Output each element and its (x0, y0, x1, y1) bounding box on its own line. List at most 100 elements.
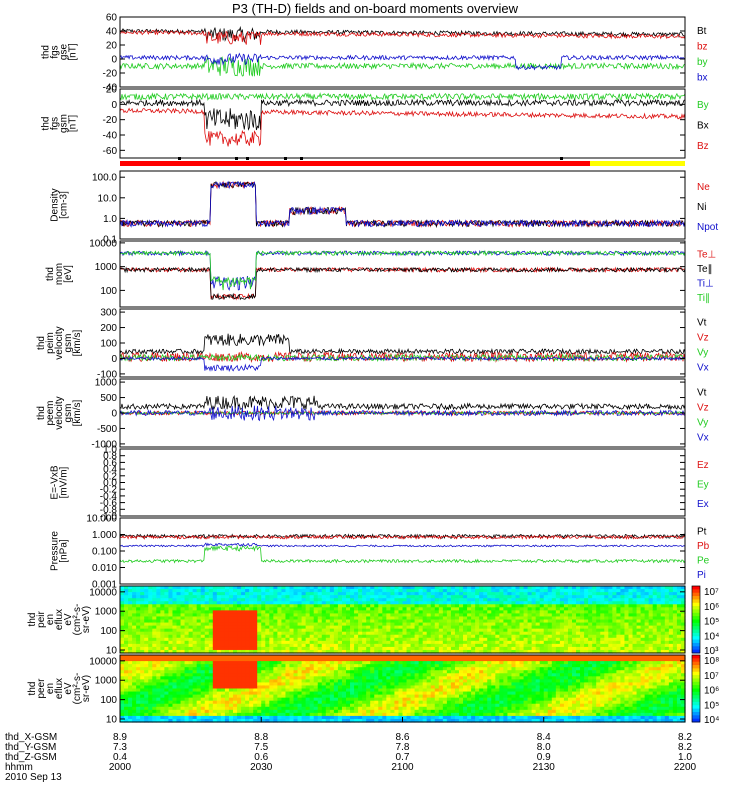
heatmap-cell (132, 658, 137, 662)
heatmap-cell (503, 613, 509, 618)
heatmap-cell (652, 625, 658, 630)
heatmap-cell (576, 604, 581, 608)
heatmap-cell (305, 679, 311, 684)
heatmap-cell (305, 640, 311, 645)
heatmap-cell (120, 685, 125, 690)
heatmap-cell (261, 658, 266, 662)
heatmap-cell (281, 592, 287, 596)
heatmap-cell (358, 673, 363, 677)
heatmap-cell (224, 607, 230, 611)
heatmap-cell (648, 640, 654, 645)
heatmap-cell (628, 622, 634, 627)
heatmap-cell (487, 592, 492, 596)
heatmap-cell (346, 616, 351, 621)
heatmap-cell (325, 634, 331, 639)
heatmap-cell (507, 604, 513, 608)
heatmap-cell (265, 637, 270, 642)
heatmap-cell (616, 607, 622, 611)
heatmap-cell (511, 646, 517, 651)
heatmap-cell (632, 640, 638, 645)
heatmap-cell (398, 640, 404, 645)
heatmap-cell (329, 703, 335, 708)
heatmap-cell (430, 649, 436, 654)
heatmap-cell (394, 709, 400, 714)
series-line-Pi (119, 542, 686, 548)
heatmap-cell (410, 676, 416, 680)
heatmap-cell (604, 622, 609, 627)
y-axis-label: velocity (54, 326, 65, 359)
heatmap-cell (237, 622, 242, 627)
heatmap-cell (140, 715, 145, 720)
heatmap-cell (370, 685, 375, 690)
heatmap-cell (442, 613, 448, 618)
heatmap-cell (632, 646, 638, 651)
heatmap-cell (184, 697, 190, 702)
heatmap-cell (350, 592, 355, 596)
heatmap-cell (132, 622, 137, 627)
heatmap-cell (471, 634, 476, 639)
heatmap-cell (499, 604, 504, 608)
heatmap-cell (180, 655, 186, 659)
heatmap-cell (341, 682, 347, 687)
heatmap-cell (241, 631, 246, 636)
heatmap-cell (676, 637, 682, 642)
heatmap-cell (358, 676, 363, 680)
heatmap-cell (128, 604, 133, 608)
heatmap-cell (507, 631, 513, 636)
heatmap-cell (341, 718, 347, 723)
heatmap-cell (333, 592, 339, 596)
heatmap-cell (329, 715, 335, 720)
heatmap-cell (140, 592, 145, 596)
legend-entry: Vz (697, 403, 709, 414)
heatmap-cell (228, 688, 234, 693)
heatmap-cell (543, 634, 549, 639)
heatmap-cell (620, 586, 626, 590)
colorbar-swatch (692, 619, 700, 624)
heatmap-cell (495, 631, 500, 636)
heatmap-cell (184, 598, 190, 602)
heatmap-cell (265, 697, 270, 702)
heatmap-cell (660, 634, 666, 639)
heatmap-cell (168, 646, 174, 651)
heatmap-cell (366, 619, 371, 624)
heatmap-cell (216, 649, 222, 654)
heatmap-cell (515, 604, 521, 608)
heatmap-cell (164, 679, 170, 684)
heatmap-cell (656, 610, 662, 615)
heatmap-cell (172, 598, 178, 602)
heatmap-cell (277, 610, 283, 615)
heatmap-cell (386, 586, 391, 590)
heatmap-cell (370, 718, 375, 723)
heatmap-cell (297, 625, 303, 630)
heatmap-cell (539, 637, 545, 642)
heatmap-cell (273, 679, 278, 684)
heatmap-cell (224, 679, 230, 684)
heatmap-cell (164, 661, 170, 665)
heatmap-cell (180, 628, 186, 633)
heatmap-cell (188, 658, 194, 662)
heatmap-cell (547, 622, 553, 627)
heatmap-cell (317, 655, 323, 659)
heatmap-cell (289, 628, 295, 633)
heatmap-cell (402, 661, 408, 665)
heatmap-cell (640, 619, 646, 624)
heatmap-cell (337, 586, 343, 590)
heatmap-cell (333, 709, 339, 714)
heatmap-cell (430, 622, 436, 627)
heatmap-cell (350, 622, 355, 627)
heatmap-cell (475, 631, 480, 636)
heatmap-cell (515, 643, 521, 648)
heatmap-cell (648, 613, 654, 618)
series-line-Npot (119, 180, 686, 228)
y-tick-label: 0.2 (103, 471, 117, 482)
heatmap-cell (313, 610, 319, 615)
heatmap-cell (366, 610, 371, 615)
heatmap-cell (301, 706, 307, 711)
heatmap-cell (346, 691, 351, 696)
heatmap-cell (454, 622, 460, 627)
heatmap-cell (188, 634, 194, 639)
heatmap-cell (224, 643, 230, 648)
heatmap-cell (237, 631, 242, 636)
heatmap-cell (471, 613, 476, 618)
heatmap-cell (208, 616, 214, 621)
